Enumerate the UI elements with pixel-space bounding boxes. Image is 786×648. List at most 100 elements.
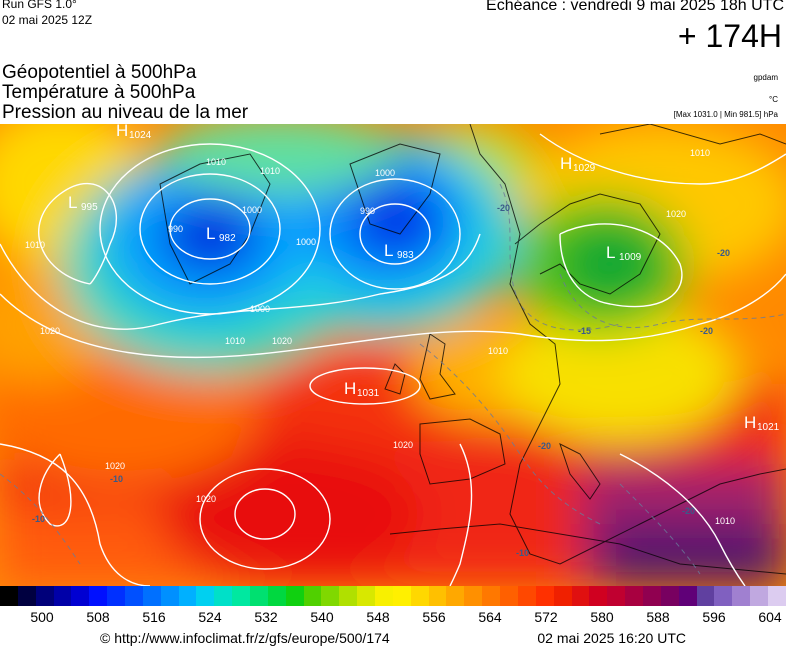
- scale-cell: [125, 586, 143, 606]
- isobar-label: 1020: [40, 326, 60, 336]
- forecast-step: + 174H: [677, 18, 782, 54]
- center-5-value: 1009: [619, 252, 642, 263]
- scale-tick-label: 556: [422, 609, 446, 625]
- scale-tick-label: 500: [30, 609, 54, 625]
- scale-tick-label: 548: [366, 609, 390, 625]
- center-3-type: L: [384, 241, 393, 260]
- isobars: [0, 133, 786, 586]
- scale-cell: [714, 586, 733, 606]
- scale-cell: [89, 586, 108, 606]
- scale-cell: [767, 586, 786, 606]
- scale-cell: [232, 586, 251, 606]
- scale-cell: [267, 586, 286, 606]
- isobar-label: 1020: [105, 461, 125, 471]
- isobar-label: 990: [168, 224, 183, 234]
- scale-tick-label: 596: [702, 609, 726, 625]
- scale-cell: [446, 586, 465, 606]
- title-pressure: Pression au niveau de la mer: [2, 102, 249, 123]
- center-7-value: 1021: [757, 422, 780, 433]
- scale-cell: [71, 586, 90, 606]
- isotherm-label: -20: [717, 248, 730, 258]
- scale-tick-label: 572: [534, 609, 558, 625]
- scale-cell: [339, 586, 358, 606]
- scale-cell: [625, 586, 643, 606]
- scale-cell: [482, 586, 501, 606]
- scale-cell: [53, 586, 72, 606]
- scale-cell: [642, 586, 661, 606]
- scale-cell: [142, 586, 161, 606]
- center-4-type: H: [560, 154, 572, 173]
- copyright-link[interactable]: © http://www.infoclimat.fr/z/gfs/europe/…: [100, 630, 390, 646]
- scale-cell: [464, 586, 483, 606]
- scale-tick-label: 588: [646, 609, 670, 625]
- scale-cell: [35, 586, 54, 606]
- scale-cell: [410, 586, 429, 606]
- scale-tick-label: 540: [310, 609, 334, 625]
- run-label: Run GFS 1.0°: [2, 0, 77, 11]
- scale-cell: [553, 586, 572, 606]
- scale-cell: [303, 586, 322, 606]
- color-scale-ticks: 500 508 516 524 532 540 548 556 564 572 580 588 596 6…: [0, 609, 786, 629]
- scale-tick-label: 516: [142, 609, 166, 625]
- isobar-label: 1010: [25, 240, 45, 250]
- scale-cell: [321, 586, 340, 606]
- isotherm-label: -10: [32, 514, 45, 524]
- scale-cell: [500, 586, 518, 606]
- isobar-label: 1020: [393, 440, 413, 450]
- scale-cell: [196, 586, 215, 606]
- scale-cell: [607, 586, 626, 606]
- isobar-label: 1000: [242, 205, 262, 215]
- weather-map: H 1024 L 982 L 983 H 1029 L 1009 H 1031: [0, 124, 786, 586]
- isotherms: [0, 183, 786, 575]
- scale-cell: [732, 586, 751, 606]
- isobar-label: 1000: [296, 237, 316, 247]
- center-6-type: H: [344, 379, 356, 398]
- center-high-2: H 1029: [560, 154, 596, 174]
- center-8-value: 995: [81, 202, 98, 213]
- isobar-label: 1000: [375, 168, 395, 178]
- isotherm-label: -10: [110, 474, 123, 484]
- unit-temperature: °C: [769, 95, 778, 104]
- isotherm-label: -20: [497, 203, 510, 213]
- scale-tick-label: 604: [758, 609, 782, 625]
- title-geopotential: Géopotentiel à 500hPa: [2, 62, 197, 83]
- scale-cell: [571, 586, 590, 606]
- isobar-labels: 1010 1010 1000 990 1000 1000 1010 1020 1…: [25, 148, 735, 526]
- isotherm-label: -15: [578, 326, 591, 336]
- center-high-3: H 1031: [344, 379, 380, 399]
- isobar-label: 1010: [206, 157, 226, 167]
- center-high-4: H 1021: [744, 413, 780, 433]
- scale-cell: [0, 586, 18, 606]
- scale-cell: [589, 586, 608, 606]
- pressure-range: [Max 1031.0 | Min 981.5] hPa: [673, 110, 778, 119]
- center-8-type: L: [68, 193, 77, 212]
- isotherm-label: -20: [538, 441, 551, 451]
- scale-cell: [535, 586, 554, 606]
- isobar-label: 990: [360, 206, 375, 216]
- scale-cell: [160, 586, 179, 606]
- coastlines: [159, 124, 786, 575]
- isotherm-label: -10: [516, 548, 529, 558]
- scale-cell: [375, 586, 393, 606]
- center-low-2: L 983: [384, 241, 414, 261]
- scale-cell: [678, 586, 697, 606]
- scale-tick-label: 564: [478, 609, 502, 625]
- scale-cell: [428, 586, 447, 606]
- run-date: 02 mai 2025 12Z: [2, 13, 93, 27]
- isobar-label: 1010: [225, 336, 245, 346]
- scale-cell: [392, 586, 411, 606]
- scale-cell: [107, 586, 126, 606]
- scale-tick-label: 508: [86, 609, 110, 625]
- color-scale: [0, 586, 786, 606]
- scale-cell: [660, 586, 679, 606]
- isotherm-label: -20: [700, 326, 713, 336]
- scale-cell: [285, 586, 304, 606]
- center-2-value: 982: [219, 233, 236, 244]
- scale-cell: [696, 586, 715, 606]
- isobar-label: 1020: [666, 209, 686, 219]
- scale-cell: [517, 586, 536, 606]
- center-high-1: H 1024: [116, 124, 152, 141]
- scale-cell: [178, 586, 197, 606]
- title-temperature: Température à 500hPa: [2, 82, 196, 103]
- isobar-label: 1010: [690, 148, 710, 158]
